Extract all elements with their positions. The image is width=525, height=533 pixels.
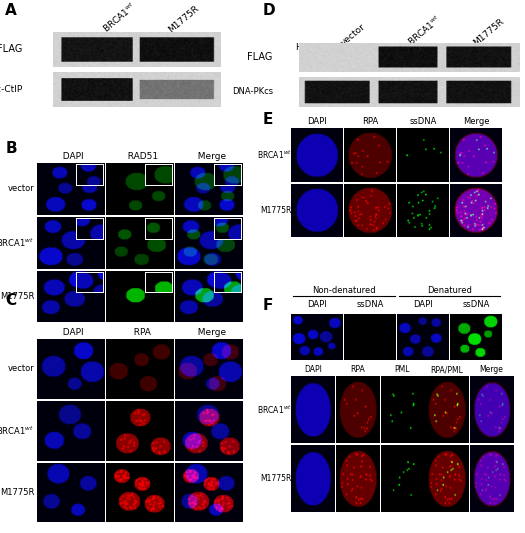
Text: BRCA1$^{wt}$: BRCA1$^{wt}$ [257, 149, 291, 161]
Text: DAPI: DAPI [413, 300, 433, 309]
Text: M1775R: M1775R [167, 4, 201, 35]
Text: E: E [262, 112, 273, 127]
Text: ssDNA: ssDNA [356, 300, 384, 309]
Text: DAPI: DAPI [304, 365, 322, 374]
Text: B: B [5, 141, 17, 156]
Text: BRCA1$^{wt}$: BRCA1$^{wt}$ [405, 12, 444, 48]
Text: vector: vector [339, 22, 367, 48]
Text: vector: vector [7, 184, 34, 193]
Text: BRCA1$^{wt}$: BRCA1$^{wt}$ [0, 424, 34, 437]
Text: M1775R: M1775R [0, 292, 34, 301]
Text: RPA: RPA [350, 365, 365, 374]
Text: BRCA1$^{wt}$: BRCA1$^{wt}$ [100, 0, 139, 35]
Text: Merge: Merge [479, 365, 503, 374]
Text: M1775R: M1775R [471, 17, 506, 48]
Text: RPA/PML: RPA/PML [430, 365, 463, 374]
Text: Denatured: Denatured [427, 286, 471, 295]
Text: FLAG: FLAG [0, 44, 22, 54]
Text: M1775R: M1775R [260, 474, 291, 483]
Text: Merge: Merge [463, 117, 489, 126]
Text: A: A [5, 3, 17, 18]
Text: PML: PML [394, 365, 410, 374]
Text: Merge: Merge [192, 328, 226, 337]
Text: M1775R: M1775R [0, 488, 34, 497]
Text: FLAG: FLAG [247, 52, 273, 62]
Text: DAPI: DAPI [57, 152, 83, 161]
Text: DAPI: DAPI [57, 328, 83, 337]
Text: RAD51: RAD51 [122, 152, 158, 161]
Text: RPA: RPA [128, 328, 151, 337]
Text: M1775R: M1775R [260, 206, 291, 215]
Text: HD-Ad:: HD-Ad: [295, 43, 326, 52]
Text: DNA-PKcs: DNA-PKcs [232, 87, 273, 96]
Text: C: C [5, 293, 16, 308]
Text: DAPI: DAPI [307, 300, 327, 309]
Text: Non-denatured: Non-denatured [312, 286, 376, 295]
Text: BRCA1$^{wt}$: BRCA1$^{wt}$ [257, 403, 291, 416]
Text: RPA: RPA [362, 117, 378, 126]
Text: ssDNA: ssDNA [410, 117, 437, 126]
Text: D: D [262, 3, 275, 18]
Text: DAPI: DAPI [307, 117, 327, 126]
Text: ssDNA: ssDNA [463, 300, 490, 309]
Text: Myc-CtIP: Myc-CtIP [0, 85, 22, 94]
Text: Merge: Merge [192, 152, 226, 161]
Text: vector: vector [7, 365, 34, 373]
Text: F: F [262, 298, 273, 313]
Text: BRCA1$^{wt}$: BRCA1$^{wt}$ [0, 237, 34, 249]
